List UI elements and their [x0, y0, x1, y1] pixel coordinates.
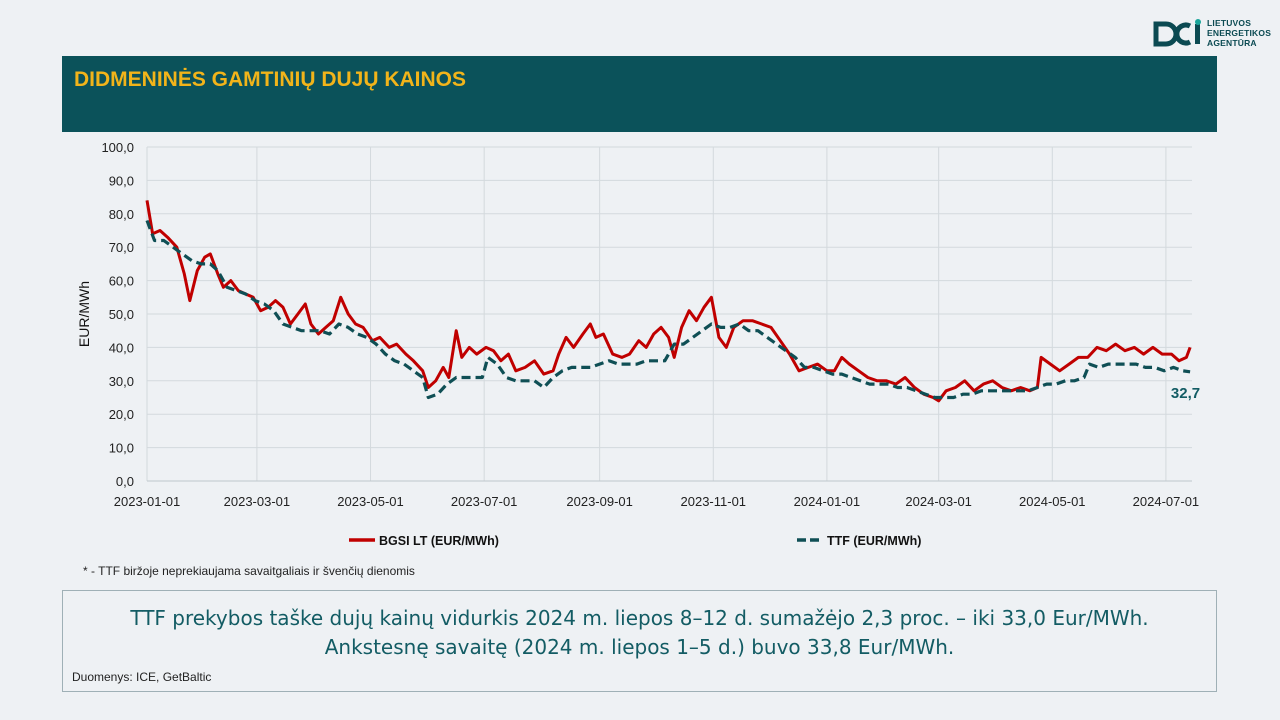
- y-tick-label: 100,0: [101, 140, 134, 155]
- agency-logo: LIETUVOS ENERGETIKOS AGENTŪRA: [1150, 16, 1271, 52]
- y-tick-label: 10,0: [109, 441, 134, 456]
- data-source: Duomenys: ICE, GetBaltic: [72, 670, 212, 684]
- agency-logo-mark-icon: [1153, 19, 1201, 47]
- x-tick-label: 2023-03-01: [224, 494, 291, 509]
- ttf-last-value-annotation: 32,7: [1171, 385, 1200, 402]
- y-tick-label: 70,0: [109, 240, 134, 255]
- y-tick-label: 90,0: [109, 173, 134, 188]
- y-tick-label: 50,0: [109, 307, 134, 322]
- y-tick-label: 40,0: [109, 340, 134, 355]
- x-tick-label: 2023-05-01: [337, 494, 404, 509]
- y-tick-label: 0,0: [116, 474, 134, 489]
- x-tick-label: 2023-07-01: [451, 494, 518, 509]
- summary-line-2: Ankstesnę savaitę (2024 m. liepos 1–5 d.…: [324, 635, 955, 659]
- legend-label: TTF (EUR/MWh): [827, 534, 921, 548]
- slide-header: DIDMENINĖS GAMTINIŲ DUJŲ KAINOS: [62, 56, 1217, 132]
- chart-footnote: * - TTF biržoje neprekiaujama savaitgali…: [83, 564, 415, 578]
- x-tick-label: 2023-11-01: [681, 494, 747, 509]
- x-tick-label: 2023-09-01: [566, 494, 633, 509]
- agency-logo-line1: LIETUVOS: [1207, 18, 1252, 28]
- ttf-series-line: [145, 219, 1191, 400]
- summary-line-1: TTF prekybos taške dujų kainų vidurkis 2…: [130, 606, 1149, 630]
- legend-label: BGSI LT (EUR/MWh): [379, 534, 499, 548]
- y-tick-label: 30,0: [109, 374, 134, 389]
- y-axis-label: EUR/MWh: [76, 281, 92, 347]
- agency-logo-line2: ENERGETIKOS: [1207, 28, 1272, 38]
- x-tick-label: 2024-01-01: [794, 494, 861, 509]
- y-tick-label: 80,0: [109, 207, 134, 222]
- x-tick-label: 2024-05-01: [1019, 494, 1086, 509]
- agency-logo-text: LIETUVOS ENERGETIKOS AGENTŪRA: [1207, 18, 1271, 48]
- bgsi-series-line: [145, 200, 1192, 403]
- x-tick-label: 2024-03-01: [905, 494, 972, 509]
- summary-text: TTF prekybos taške dujų kainų vidurkis 2…: [62, 604, 1217, 662]
- x-tick-label: 2023-01-01: [114, 494, 181, 509]
- page-title: DIDMENINĖS GAMTINIŲ DUJŲ KAINOS: [74, 68, 467, 91]
- y-tick-label: 60,0: [109, 274, 134, 289]
- y-tick-label: 20,0: [109, 407, 134, 422]
- agency-logo-line3: AGENTŪRA: [1207, 38, 1257, 48]
- x-tick-label: 2024-07-01: [1133, 494, 1200, 509]
